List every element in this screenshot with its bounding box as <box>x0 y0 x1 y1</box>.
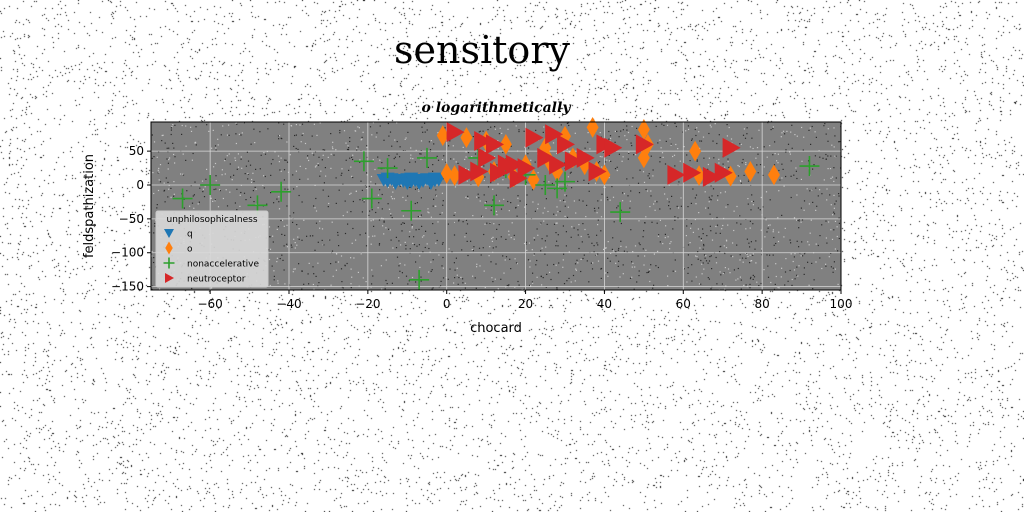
x-tick-label: 0 <box>443 297 451 311</box>
data-point <box>478 147 497 168</box>
data-point <box>702 166 721 187</box>
legend-marker <box>164 229 174 238</box>
x-axis-label: chocard <box>470 321 522 336</box>
data-point <box>588 161 607 182</box>
data-point <box>557 134 575 155</box>
y-tick-label: −50 <box>119 212 144 226</box>
data-point <box>637 147 650 169</box>
x-tick-label: 100 <box>830 297 853 311</box>
data-point <box>448 165 461 186</box>
data-point <box>484 195 505 216</box>
data-point <box>446 122 465 143</box>
data-point <box>689 140 702 162</box>
y-axis-label: feldspathization <box>82 154 97 258</box>
data-point <box>427 172 442 186</box>
legend-label: nonaccelerative <box>187 260 259 270</box>
data-point <box>598 164 611 186</box>
legend-box <box>155 210 269 288</box>
data-point <box>404 172 419 186</box>
x-tick-label: −40 <box>276 297 301 311</box>
data-point <box>458 164 477 185</box>
data-point <box>436 125 449 146</box>
legend-title: unphilosophicalness <box>166 215 257 225</box>
data-point <box>353 151 374 172</box>
y-tick-label: −100 <box>111 246 144 260</box>
data-point <box>388 177 403 190</box>
data-point <box>637 119 650 140</box>
x-tick-label: 60 <box>676 297 691 311</box>
data-point <box>586 117 599 138</box>
data-point <box>377 158 398 179</box>
data-point <box>559 125 571 147</box>
legend-marker <box>163 257 175 269</box>
data-point <box>683 162 702 183</box>
data-point <box>564 151 583 172</box>
data-point <box>635 134 654 155</box>
data-point <box>610 202 631 223</box>
data-point <box>409 269 430 290</box>
data-point <box>744 161 757 182</box>
x-tick-label: −20 <box>355 297 380 311</box>
data-point <box>767 164 780 186</box>
series-q <box>376 172 446 190</box>
data-point <box>539 137 552 159</box>
data-point <box>440 163 453 184</box>
data-point <box>172 188 193 209</box>
data-point <box>517 158 536 179</box>
legend-marker <box>165 241 173 255</box>
legend-marker <box>165 273 174 283</box>
figure-title: sensitory <box>394 28 570 72</box>
data-point <box>417 147 437 168</box>
data-point <box>470 161 489 182</box>
data-point <box>486 134 505 155</box>
data-point <box>576 147 595 168</box>
y-tick-label: 0 <box>136 178 144 192</box>
x-tick-label: 80 <box>755 297 770 311</box>
data-point <box>499 133 512 155</box>
legend: unphilosophicalness qo nonaccelerative neu… <box>155 210 269 288</box>
legend-label: o <box>187 245 193 255</box>
y-tick-label: 50 <box>129 144 144 158</box>
x-tick-label: 20 <box>518 297 533 311</box>
data-point <box>722 137 741 158</box>
legend-label: q <box>187 230 193 240</box>
y-tick-label: −150 <box>111 280 144 294</box>
x-tick-label: 40 <box>597 297 612 311</box>
data-marks <box>172 117 820 290</box>
data-point <box>200 175 221 195</box>
legend-label: neutroceptor <box>187 275 246 285</box>
data-point <box>535 175 556 195</box>
x-axis-ticks: −60 −40 −20 0 20 40 60 80 100 <box>197 290 852 311</box>
data-point <box>537 147 556 168</box>
data-point <box>604 137 623 158</box>
data-point <box>549 154 568 175</box>
data-point <box>474 130 493 151</box>
chart-title: o logarithmetically <box>422 100 572 116</box>
data-point <box>271 181 292 202</box>
data-point <box>667 164 686 185</box>
data-point <box>545 124 564 145</box>
data-point <box>525 127 544 148</box>
data-point <box>401 200 422 221</box>
series-neutroceptor <box>446 122 741 189</box>
data-point <box>555 171 575 192</box>
data-point <box>509 168 528 189</box>
data-point <box>361 188 382 209</box>
plot-frame <box>150 121 842 291</box>
data-point <box>380 172 395 186</box>
data-point <box>799 156 820 177</box>
x-tick-label: −60 <box>197 297 222 311</box>
data-point <box>412 177 427 190</box>
y-axis-ticks: 50 0 −50 −100 −150 <box>111 144 151 294</box>
data-point <box>714 162 733 183</box>
